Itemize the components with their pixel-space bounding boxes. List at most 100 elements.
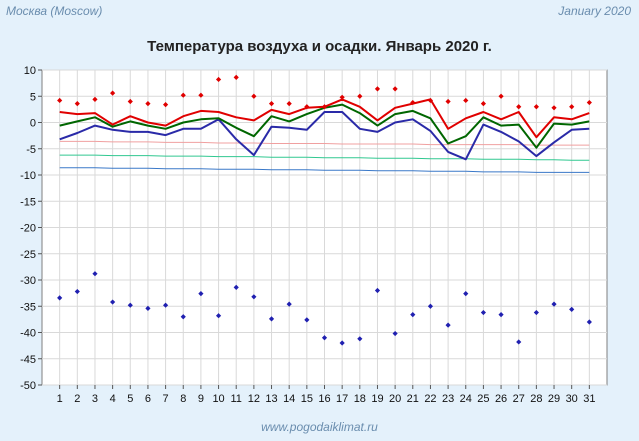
- x-tick-label: 16: [318, 393, 330, 405]
- marker-record-min: [339, 340, 345, 346]
- y-tick-label: -35: [20, 301, 36, 313]
- marker-record-min: [321, 335, 328, 341]
- marker-record-min: [57, 295, 63, 301]
- x-tick-label: 31: [583, 393, 595, 405]
- marker-record-max: [445, 98, 451, 105]
- series-line-norm-mean: [59, 154, 590, 161]
- marker-record-min: [498, 312, 504, 318]
- marker-record-min: [463, 291, 469, 297]
- marker-record-max: [551, 105, 557, 111]
- x-tick-label: 2: [74, 393, 80, 405]
- marker-record-min: [586, 319, 592, 325]
- chart-title: Температура воздуха и осадки. Январь 202…: [147, 38, 492, 55]
- marker-record-min: [251, 294, 257, 300]
- marker-record-min: [374, 287, 381, 294]
- x-tick-label: 30: [566, 393, 578, 405]
- marker-record-max: [180, 92, 186, 98]
- y-tick-label: -20: [20, 223, 36, 235]
- marker-record-max: [286, 101, 292, 107]
- location-label: Москва (Moscow): [6, 4, 103, 18]
- x-tick-label: 23: [442, 393, 454, 405]
- site-link[interactable]: www.pogodaiklimat.ru: [261, 420, 378, 434]
- marker-record-min: [533, 309, 539, 316]
- x-tick-label: 3: [92, 393, 98, 405]
- marker-record-min: [92, 271, 98, 277]
- marker-record-max: [533, 104, 539, 110]
- marker-record-min: [357, 336, 363, 342]
- marker-record-min: [445, 322, 451, 328]
- x-tick-label: 8: [180, 393, 186, 405]
- y-tick-label: 5: [30, 91, 36, 103]
- marker-record-min: [145, 305, 151, 311]
- marker-record-max: [215, 76, 222, 83]
- marker-record-max: [127, 98, 133, 105]
- marker-record-max: [251, 93, 257, 99]
- marker-record-min: [110, 299, 116, 305]
- marker-record-min: [180, 314, 186, 320]
- marker-record-max: [586, 99, 592, 106]
- marker-record-min: [215, 313, 222, 319]
- x-tick-label: 29: [548, 393, 560, 405]
- x-tick-label: 22: [424, 393, 436, 405]
- marker-record-min: [233, 284, 239, 290]
- y-tick-label: 0: [30, 118, 36, 130]
- y-tick-label: -40: [20, 328, 36, 340]
- x-tick-label: 26: [495, 393, 507, 405]
- marker-record-max: [427, 97, 434, 104]
- marker-record-min: [286, 301, 292, 307]
- marker-record-min: [516, 339, 522, 345]
- marker-record-max: [392, 86, 398, 92]
- marker-record-max: [480, 101, 487, 107]
- marker-record-max: [162, 102, 169, 108]
- marker-record-max: [233, 74, 239, 80]
- y-tick-label: -5: [26, 144, 36, 156]
- marker-record-max: [516, 104, 522, 110]
- y-tick-label: -25: [20, 249, 36, 261]
- x-tick-label: 10: [212, 393, 224, 405]
- marker-record-max: [304, 104, 310, 110]
- x-tick-label: 15: [301, 393, 313, 405]
- marker-record-min: [427, 303, 434, 309]
- marker-record-max: [410, 99, 416, 106]
- y-tick-label: -15: [20, 196, 36, 208]
- x-tick-label: 18: [354, 393, 366, 405]
- x-tick-label: 13: [265, 393, 277, 405]
- marker-record-max: [339, 94, 345, 100]
- marker-record-min: [480, 309, 487, 316]
- x-tick-label: 27: [513, 393, 525, 405]
- marker-record-min: [392, 330, 398, 337]
- y-tick-label: -50: [20, 380, 36, 392]
- x-tick-label: 4: [110, 393, 116, 405]
- x-tick-label: 6: [145, 393, 151, 405]
- marker-record-max: [198, 92, 204, 98]
- marker-record-min: [410, 312, 416, 318]
- x-tick-label: 7: [163, 393, 169, 405]
- x-tick-label: 25: [477, 393, 489, 405]
- marker-record-min: [198, 291, 204, 297]
- x-tick-label: 19: [371, 393, 383, 405]
- x-tick-label: 14: [283, 393, 295, 405]
- marker-record-max: [145, 101, 151, 107]
- x-tick-label: 28: [530, 393, 542, 405]
- x-tick-label: 1: [57, 393, 63, 405]
- marker-record-max: [92, 96, 98, 102]
- marker-record-max: [110, 90, 116, 96]
- y-tick-label: -10: [20, 170, 36, 182]
- marker-record-max: [374, 86, 381, 92]
- x-tick-label: 21: [407, 393, 419, 405]
- x-tick-label: 12: [248, 393, 260, 405]
- marker-record-min: [569, 306, 575, 312]
- marker-record-min: [162, 302, 169, 308]
- marker-record-max: [57, 97, 63, 104]
- series-line-norm-min: [59, 167, 590, 173]
- marker-record-max: [268, 101, 275, 107]
- y-tick-label: -30: [20, 275, 36, 287]
- x-tick-label: 24: [460, 393, 472, 405]
- marker-record-max: [321, 104, 328, 110]
- x-tick-label: 20: [389, 393, 401, 405]
- marker-record-max: [463, 97, 469, 104]
- y-tick-label: -45: [20, 354, 36, 366]
- marker-record-max: [357, 93, 363, 99]
